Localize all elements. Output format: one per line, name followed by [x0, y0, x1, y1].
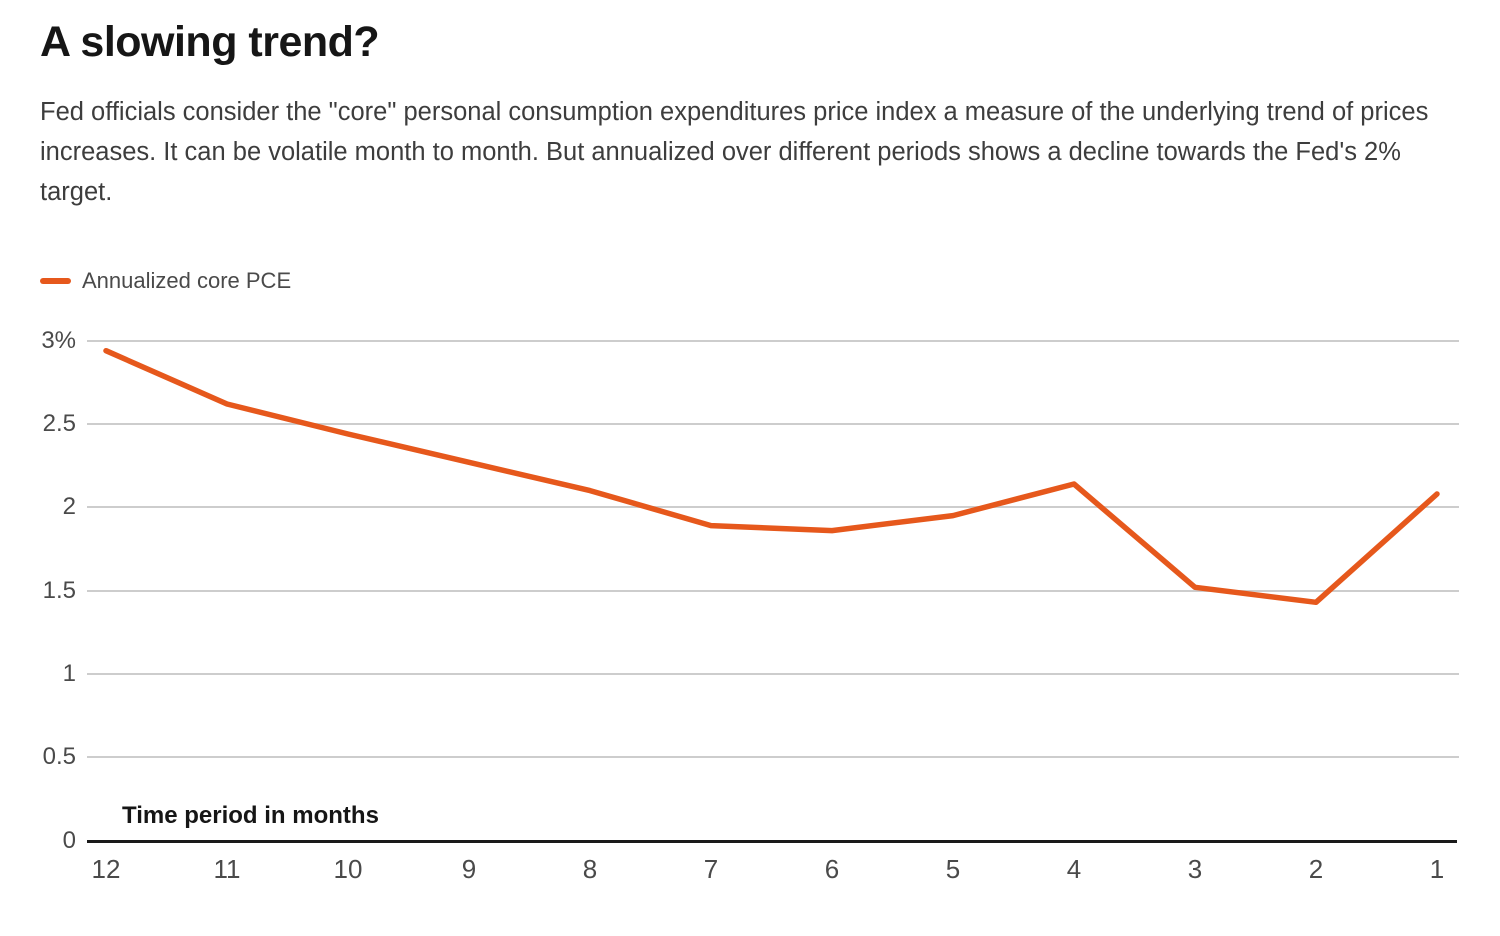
chart-title: A slowing trend?: [40, 18, 380, 66]
x-tick-label: 8: [582, 854, 598, 884]
legend-line-swatch: [40, 278, 71, 284]
x-tick-label: 12: [91, 854, 121, 884]
y-tick-label: 0: [62, 826, 76, 854]
x-tick-label: 3: [1187, 854, 1203, 884]
y-tick-label: 2.5: [42, 410, 76, 437]
pce-line: [103, 347, 1440, 606]
x-axis-line: [87, 839, 1457, 843]
gridline: [87, 756, 1459, 759]
x-tick-label: 11: [213, 854, 241, 884]
x-tick-label: 6: [824, 854, 840, 884]
x-tick-label: 1: [1429, 854, 1445, 884]
x-tick-label: 9: [461, 854, 477, 884]
gridline: [87, 339, 1459, 342]
x-tick-label: 7: [703, 854, 719, 884]
chart-description: Fed officials consider the "core" person…: [40, 98, 1429, 206]
gridline: [87, 506, 1459, 509]
x-tick-label: 2: [1308, 854, 1324, 884]
legend: Annualized core PCE: [40, 268, 291, 294]
x-axis-title: Time period in months: [122, 802, 379, 829]
gridline: [87, 589, 1459, 592]
y-tick-label: 2: [62, 493, 76, 521]
gridline: [87, 672, 1459, 675]
y-tick-label: 0.5: [42, 743, 76, 771]
x-tick-label: 10: [333, 854, 363, 884]
gridline: [87, 423, 1459, 425]
y-tick-label: 1.5: [42, 576, 76, 604]
y-tick-label: 1: [62, 659, 76, 687]
y-tick-label: 3%: [41, 326, 76, 354]
x-tick-label: 5: [945, 854, 961, 884]
legend-label: Annualized core PCE: [82, 268, 292, 293]
x-tick-label: 4: [1066, 854, 1082, 884]
